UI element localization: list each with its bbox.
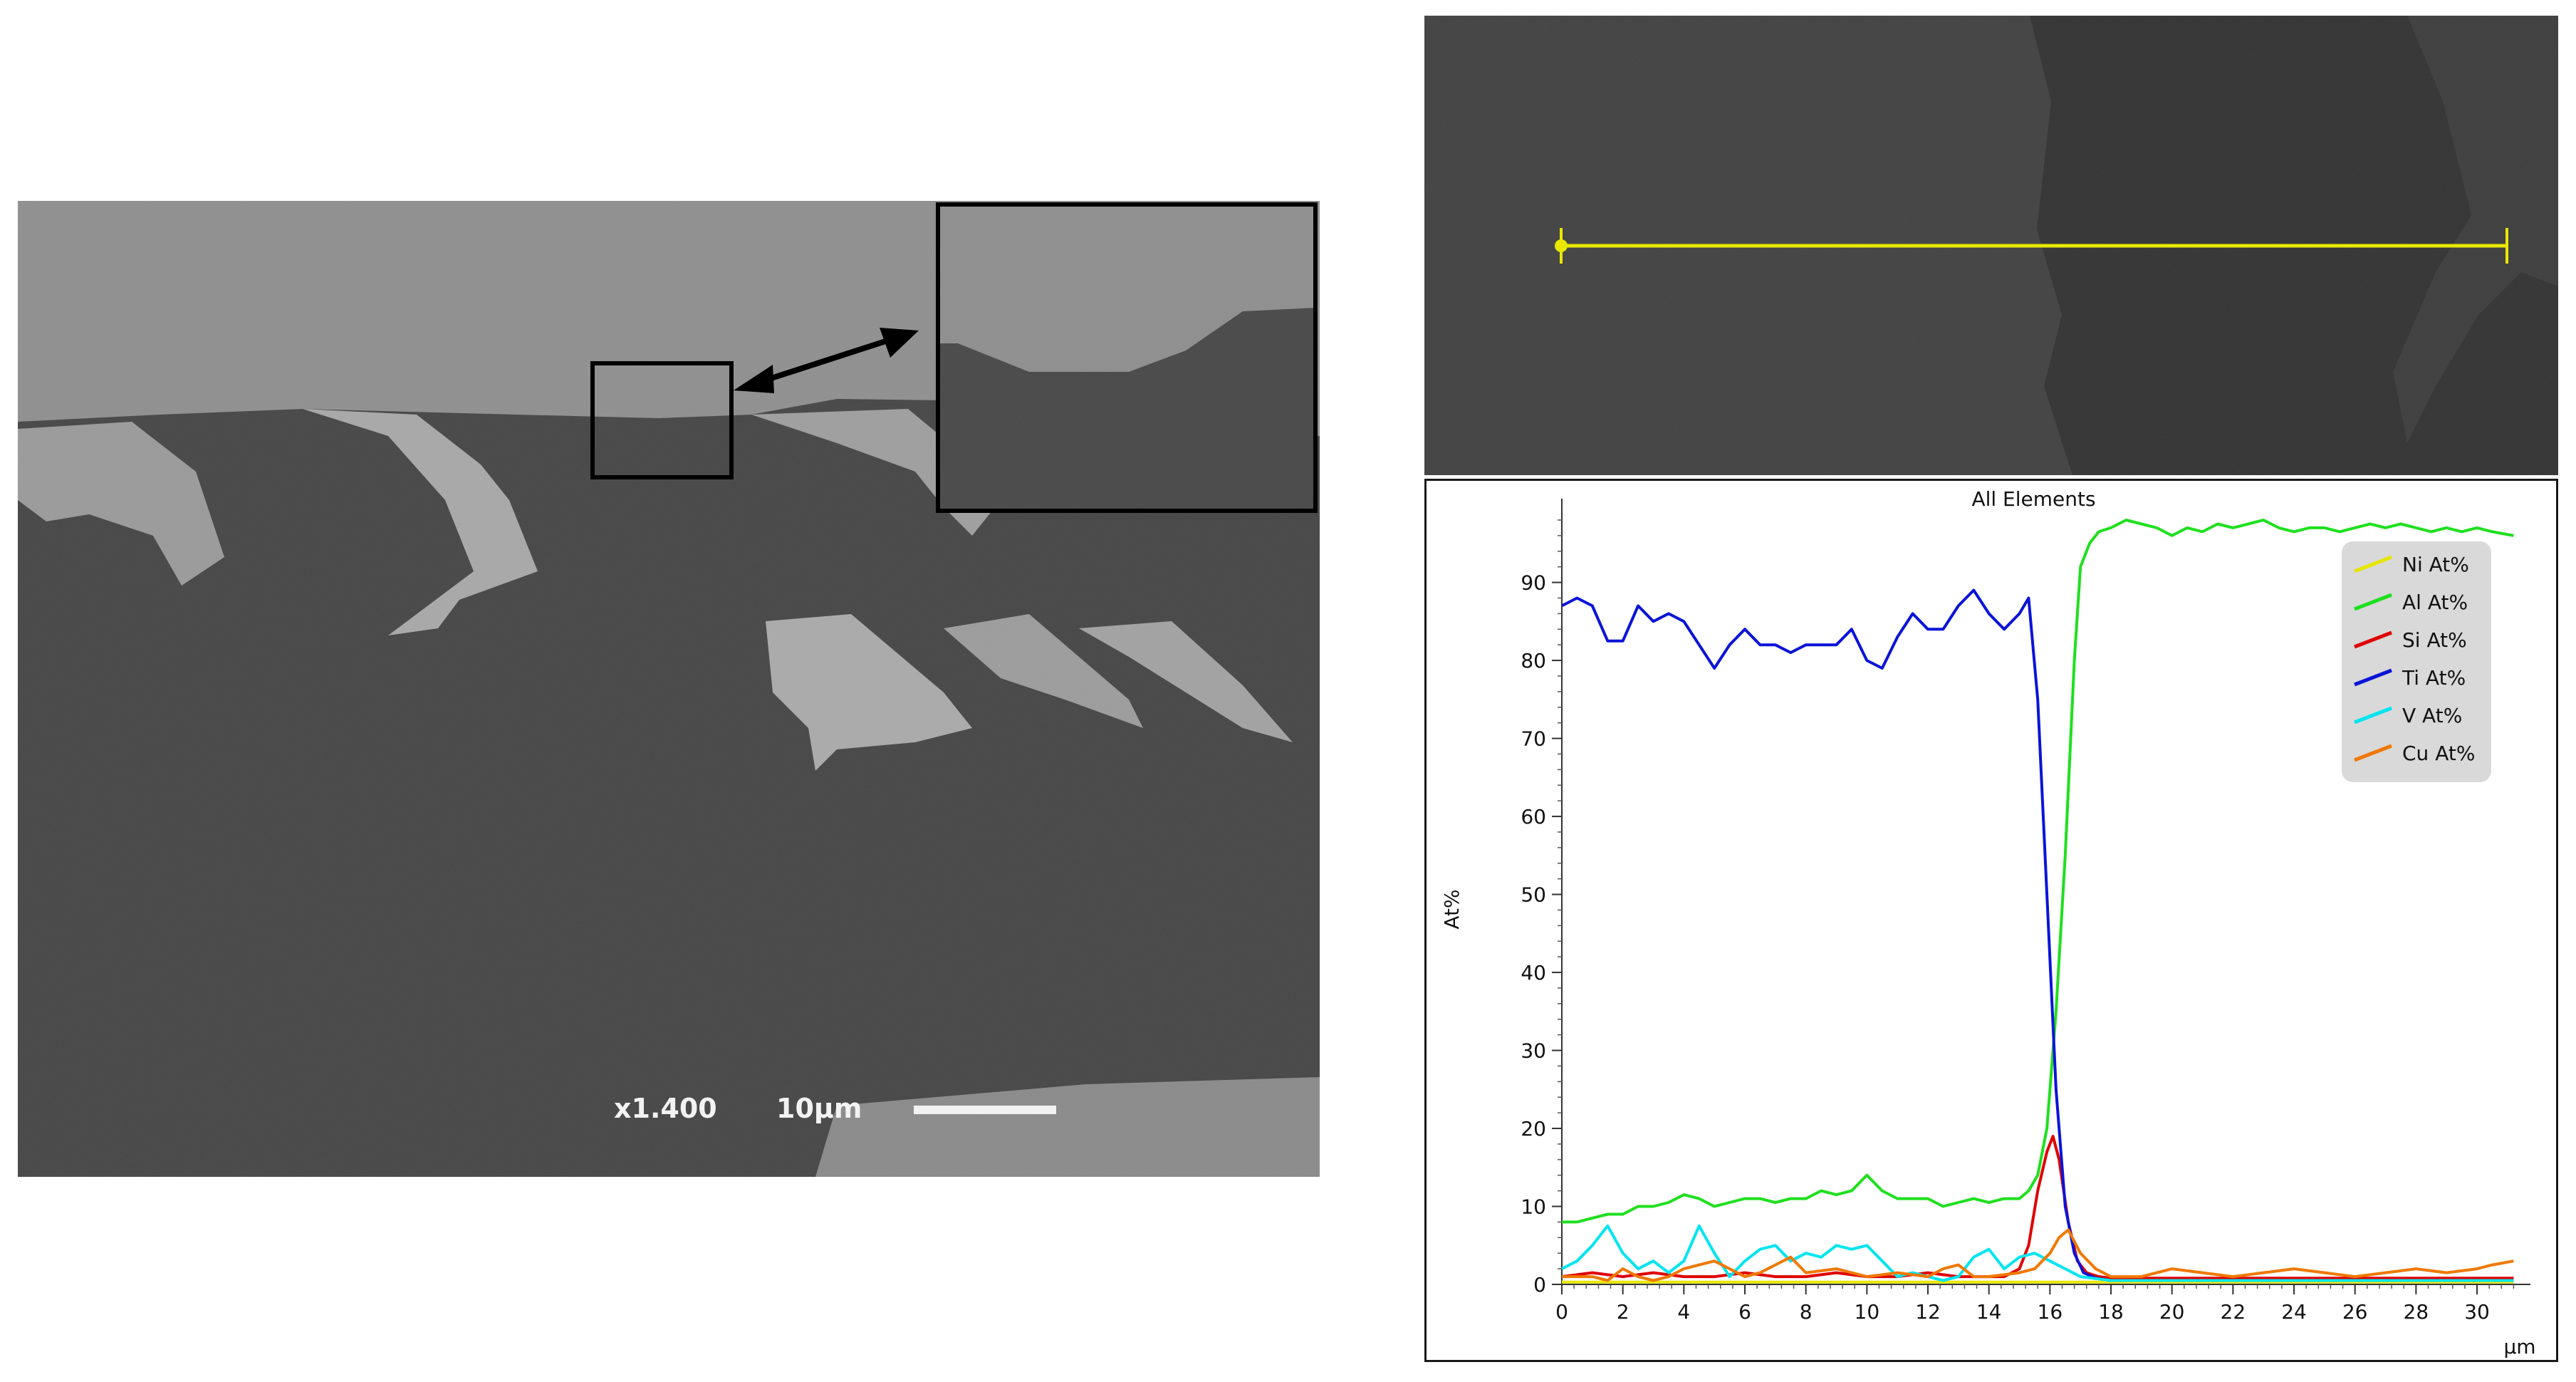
y-tick-label: 20 [1521, 1117, 1546, 1141]
x-axis-label: µm [2503, 1335, 2535, 1358]
scale-bar [914, 1106, 1056, 1114]
x-tick-label: 12 [1915, 1300, 1941, 1324]
legend-label: Al At% [2402, 591, 2468, 614]
linescan-image [1424, 16, 2558, 475]
x-tick-label: 26 [2342, 1300, 2368, 1324]
legend-swatch [2354, 555, 2392, 573]
series-line-al [1562, 519, 2514, 1224]
x-tick-label: 28 [2404, 1300, 2429, 1324]
chart-title: All Elements [1971, 487, 2095, 511]
y-tick-label: 10 [1521, 1195, 1546, 1219]
legend-swatch [2354, 668, 2392, 687]
legend-label: Ni At% [2402, 553, 2469, 576]
x-tick-label: 10 [1855, 1300, 1880, 1324]
x-tick-label: 4 [1677, 1300, 1690, 1324]
y-tick-label: 60 [1521, 805, 1546, 828]
series-line-cu [1562, 1228, 2514, 1282]
selection-box [590, 361, 734, 479]
legend-swatch [2354, 593, 2392, 611]
x-tick-label: 2 [1617, 1300, 1629, 1324]
legend-box [2342, 541, 2491, 782]
x-tick-label: 24 [2281, 1300, 2307, 1324]
legend-swatch [2354, 744, 2392, 762]
x-tick-label: 30 [2464, 1300, 2490, 1324]
legend-swatch [2354, 706, 2392, 724]
legend-label: Ti At% [2402, 666, 2466, 690]
x-tick-label: 18 [2098, 1300, 2124, 1324]
scale-bar-label: 10µm [776, 1093, 862, 1124]
x-tick-label: 0 [1555, 1300, 1568, 1324]
x-tick-label: 14 [1976, 1300, 2002, 1324]
y-tick-label: 30 [1521, 1039, 1546, 1063]
x-tick-label: 8 [1800, 1300, 1813, 1324]
y-tick-label: 90 [1521, 571, 1546, 595]
y-tick-label: 80 [1521, 649, 1546, 672]
series-line-v [1561, 1224, 2514, 1282]
y-tick-label: 70 [1521, 727, 1546, 751]
zoom-arrow [750, 333, 902, 388]
legend-label: Cu At% [2402, 742, 2475, 765]
y-tick-label: 0 [1533, 1273, 1546, 1297]
x-tick-label: 22 [2221, 1300, 2246, 1324]
magnification-label: x1.400 [614, 1093, 717, 1124]
line-profile-chart: All Elements At% µm 0 10 20 30 40 50 60 70 80 90 0 2 4 6… [1424, 479, 2558, 1362]
sem-micrograph: x1.400 10µm [18, 201, 1320, 1177]
sem-image [18, 201, 1320, 1177]
zoom-inset [936, 202, 1318, 513]
x-tick-label: 20 [2159, 1300, 2185, 1324]
x-tick-label: 6 [1738, 1300, 1751, 1324]
y-tick-label: 50 [1521, 883, 1546, 907]
series-line-si [1561, 1135, 2514, 1280]
legend-label: V At% [2402, 704, 2462, 727]
scan-start-point [1555, 239, 1568, 252]
y-tick-label: 40 [1521, 961, 1546, 984]
legend-swatch [2354, 630, 2392, 649]
legend-label: Si At% [2402, 628, 2467, 652]
y-axis-label: At% [1440, 889, 1464, 929]
x-tick-label: 16 [2038, 1300, 2063, 1324]
